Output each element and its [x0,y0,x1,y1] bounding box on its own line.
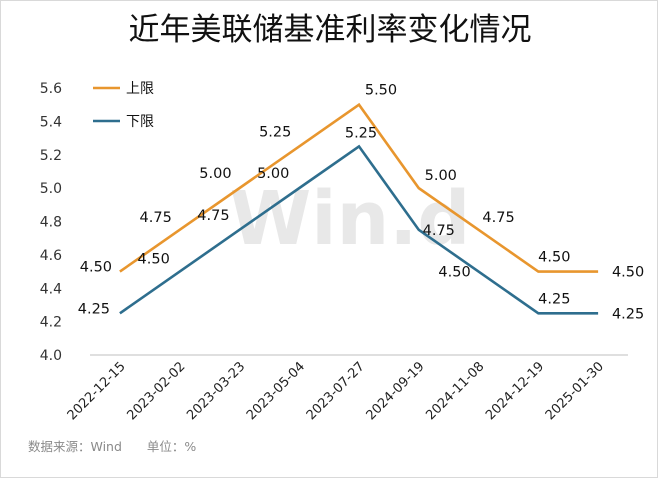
data-label: 4.25 [78,301,110,317]
x-tick-label: 2024-11-08 [423,359,487,423]
y-axis: 4.0 4.2 4.4 4.6 4.8 5.0 5.2 5.4 5.6 [40,81,62,364]
x-tick-label: 2024-12-19 [483,359,547,423]
source-note: 数据来源：Wind 单位：% [28,439,196,454]
y-tick-label: 5.4 [40,114,62,130]
y-tick-label: 5.6 [40,81,62,97]
y-tick-label: 4.6 [40,248,62,264]
data-label: 4.50 [138,252,170,268]
data-label: 5.00 [425,168,457,184]
chart-title: 近年美联储基准利率变化情况 [129,12,532,48]
data-label: 4.50 [80,260,112,276]
data-label: 5.00 [199,166,231,182]
data-label: 5.00 [257,166,289,182]
data-label: 5.25 [345,125,377,141]
data-label: 4.25 [612,306,644,322]
x-tick-label: 2025-01-30 [543,359,607,423]
y-tick-label: 5.0 [40,181,62,197]
y-tick-label: 5.2 [40,148,62,164]
legend-label: 下限 [126,114,154,130]
series-layer [119,102,599,315]
data-label: 4.75 [140,210,172,226]
y-tick-label: 4.2 [40,315,62,331]
y-tick-label: 4.0 [40,348,62,364]
data-labels: 4.50 4.75 5.00 5.25 5.50 5.00 4.75 4.50 4.50 4.25… [78,83,645,323]
data-label: 4.50 [612,265,644,281]
data-label: 5.50 [365,83,397,99]
x-axis: 2022-12-152023-02-022023-03-232023-05-04… [65,359,607,423]
x-tick-label: 2023-05-04 [244,359,308,423]
x-tick-label: 2023-03-23 [184,359,248,423]
data-label: 4.75 [423,223,455,239]
data-label: 4.50 [438,265,470,281]
y-tick-label: 4.4 [40,281,62,297]
series-line-lower [119,144,599,315]
data-label: 4.75 [482,210,514,226]
data-label: 5.25 [259,124,291,140]
y-tick-label: 4.8 [40,215,62,231]
x-tick-label: 2024-09-19 [364,359,428,423]
data-label: 4.75 [197,208,229,224]
data-label: 4.25 [538,291,570,307]
x-tick-label: 2022-12-15 [65,359,129,423]
x-tick-label: 2023-07-27 [304,359,368,423]
legend-label: 上限 [126,81,154,97]
series-line-upper [119,102,599,273]
data-label: 4.50 [538,250,570,266]
x-tick-label: 2023-02-02 [124,359,188,423]
watermark: Win.d [230,176,471,262]
